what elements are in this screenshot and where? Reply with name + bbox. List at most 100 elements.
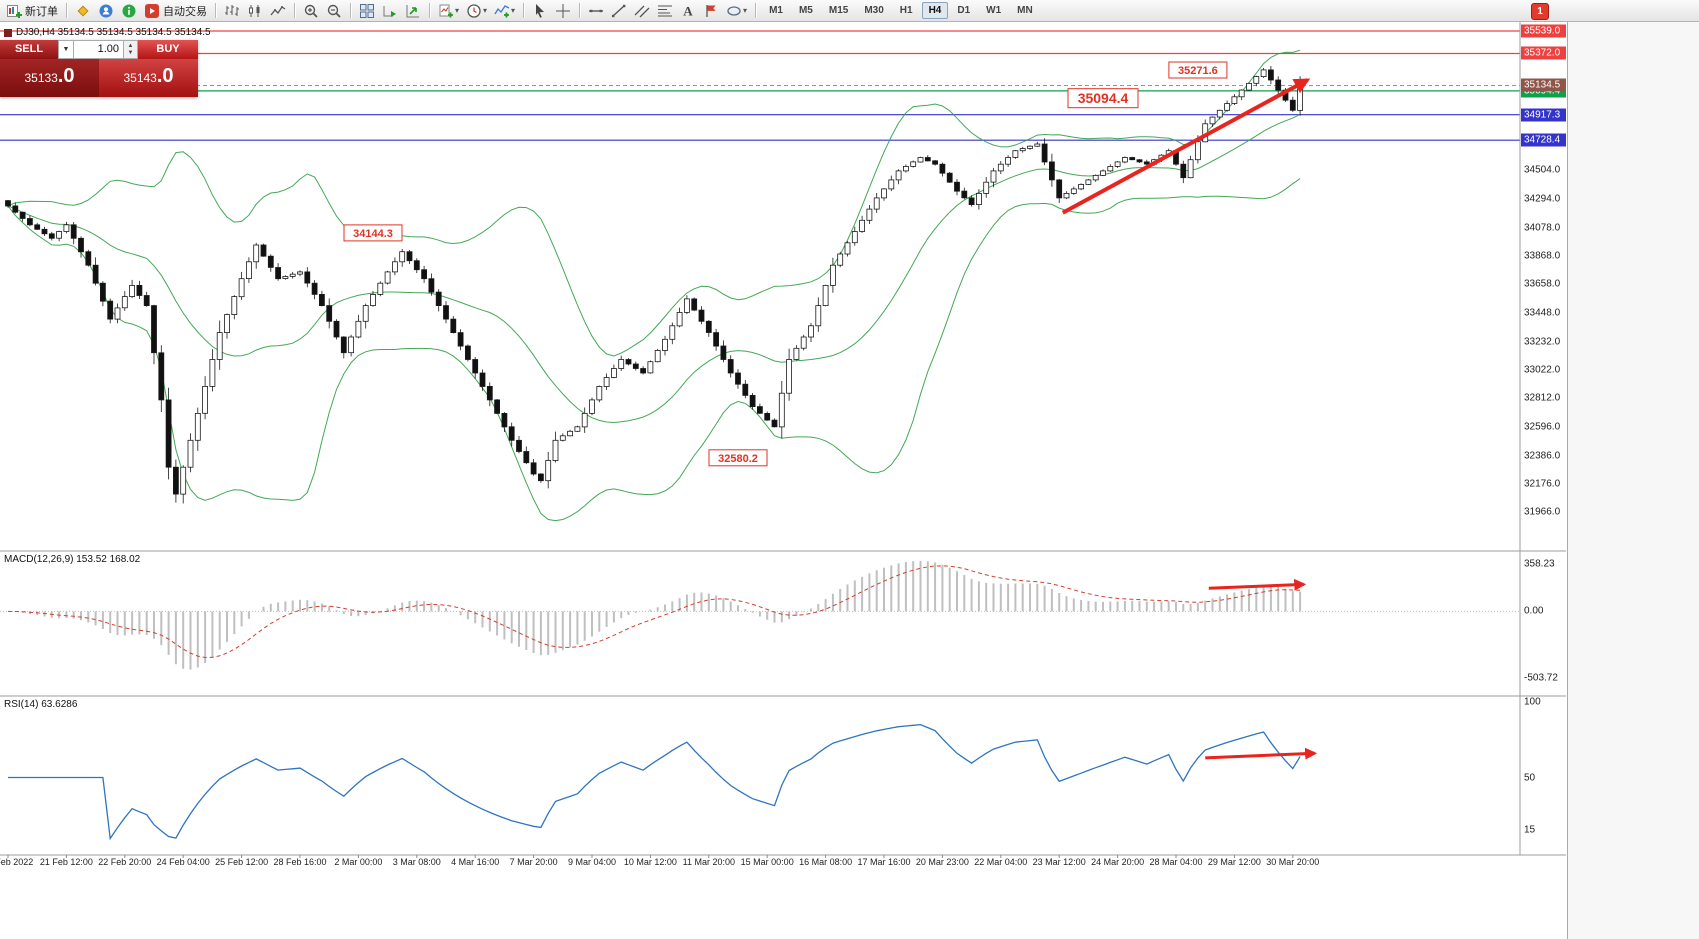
info-button[interactable] [118, 1, 140, 20]
price-axis-tick: 32812.0 [1524, 392, 1561, 404]
candlestick-mode-button[interactable] [244, 1, 266, 20]
stepper-down-icon: ▼ [127, 49, 134, 56]
volume-dropdown[interactable]: ▼ [58, 40, 74, 59]
time-axis-label: 7 Mar 20:00 [509, 857, 558, 867]
new-chart-button[interactable]: ▾ [435, 1, 462, 20]
toolbar-separator [294, 3, 296, 18]
timeframe-h1-button[interactable]: H1 [899, 5, 913, 16]
volume-stepper[interactable]: ▲ ▼ [124, 40, 138, 59]
horizontal-line-tool-icon [588, 3, 604, 19]
text-tool-button[interactable]: A [677, 1, 699, 20]
text-tool-icon: A [680, 3, 696, 19]
time-axis[interactable]: 21 Feb 2022 21 Feb 12:00 22 Feb 20:00 24 Fe… [0, 856, 1520, 871]
price-axis-tick: 33232.0 [1524, 336, 1561, 348]
price-axis-tick: 32596.0 [1524, 421, 1561, 433]
buy-price[interactable]: 35143.0 [99, 59, 198, 97]
time-axis-label: 17 Mar 16:00 [857, 857, 911, 867]
timeframe-m15-button[interactable]: M15 [828, 5, 849, 16]
alerts-badge[interactable]: 1 [1531, 3, 1549, 20]
time-axis-label: 16 Mar 08:00 [799, 857, 853, 867]
price-axis-tick: 33448.0 [1524, 307, 1561, 319]
chart-shift-button[interactable] [402, 1, 424, 20]
auto-trading-label: 自动交易 [163, 5, 207, 18]
horizontal-line-tool-button[interactable] [585, 1, 607, 20]
zoom-in-icon [303, 3, 319, 19]
timeframe-h4-button[interactable]: H4 [921, 2, 949, 19]
sell-price[interactable]: 35133.0 [0, 59, 99, 97]
time-axis-label: 28 Mar 04:00 [1149, 857, 1203, 867]
timeframe-d1-button[interactable]: D1 [957, 5, 971, 16]
shapes-tool-icon [726, 3, 742, 19]
time-axis-label: 22 Mar 04:00 [974, 857, 1028, 867]
timeframe-m30-button[interactable]: M30 [864, 5, 884, 16]
auto-scroll-button[interactable] [379, 1, 401, 20]
new-order-button[interactable]: 新订单 [3, 1, 61, 20]
buy-price-main: 35143 [123, 71, 157, 85]
bar-chart-mode-button[interactable] [221, 1, 243, 20]
price-axis-tick: 34504.0 [1524, 164, 1561, 176]
zoom-out-button[interactable] [323, 1, 345, 20]
mql5-community-button[interactable] [72, 1, 94, 20]
line-chart-mode-icon [270, 3, 286, 19]
time-axis-label: 28 Feb 16:00 [273, 857, 327, 867]
toolbar: 新订单 自动交易 ▾ ▾ ▾ A ▾ M1 M5 M15 M30 H1 H4 D1 W1 MN [0, 0, 1699, 22]
macd-axis-tick: 0.00 [1524, 605, 1544, 617]
mql5-community-icon [75, 3, 91, 19]
toolbar-separator [66, 3, 68, 18]
info-icon [121, 3, 137, 19]
time-axis-label: 2 Mar 00:00 [334, 857, 383, 867]
auto-trading-icon [144, 3, 160, 19]
label-tool-button[interactable] [700, 1, 722, 20]
buy-button[interactable]: BUY [138, 40, 198, 59]
price-axis-tick: 31966.0 [1524, 506, 1561, 518]
macd-axis-tick: 358.23 [1524, 558, 1555, 570]
zoom-in-button[interactable] [300, 1, 322, 20]
time-axis-label: 23 Mar 12:00 [1032, 857, 1086, 867]
timeframe-w1-button[interactable]: W1 [986, 5, 1002, 16]
trendline-tool-icon [611, 3, 627, 19]
trendline-tool-button[interactable] [608, 1, 630, 20]
toolbar-separator [523, 3, 526, 18]
chart-window-icon [4, 29, 12, 37]
sell-button[interactable]: SELL [0, 40, 58, 59]
time-axis-label: 22 Feb 20:00 [98, 857, 152, 867]
shapes-tool-button[interactable]: ▾ [723, 1, 750, 20]
cursor-tool-button[interactable] [529, 1, 551, 20]
label-tool-icon [703, 3, 719, 19]
svg-text:A: A [683, 3, 693, 18]
volume-input[interactable]: 1.00 [74, 40, 124, 59]
time-axis-label: 25 Feb 12:00 [215, 857, 269, 867]
macd-label: MACD(12,26,9) 153.52 168.02 [4, 554, 141, 565]
timeframe-mn-button[interactable]: MN [1017, 5, 1033, 16]
toolbar-separator [215, 3, 217, 18]
tile-windows-icon [359, 3, 375, 19]
timeframe-m5-button[interactable]: M5 [798, 5, 813, 16]
rsi-panel[interactable] [0, 696, 1520, 855]
main-chart-panel[interactable] [0, 22, 1520, 551]
user-profile-button[interactable] [95, 1, 117, 20]
indicators-button[interactable]: ▾ [491, 1, 518, 20]
new-order-label: 新订单 [25, 5, 58, 18]
line-chart-mode-button[interactable] [267, 1, 289, 20]
price-level-label: 35539.0 [1521, 24, 1566, 38]
fibonacci-tool-button[interactable] [654, 1, 676, 20]
chevron-down-icon: ▾ [743, 6, 748, 15]
macd-panel[interactable] [0, 551, 1520, 696]
sell-price-pips: .0 [57, 65, 75, 87]
crosshair-tool-button[interactable] [552, 1, 574, 20]
toolbar-separator [579, 3, 582, 18]
buy-price-pips: .0 [156, 65, 174, 87]
time-axis-label: 24 Mar 20:00 [1091, 857, 1145, 867]
auto-trading-button[interactable]: 自动交易 [141, 1, 210, 20]
symbol-ohlc-line: DJ30,H4 35134.5 35134.5 35134.5 35134.5 [16, 27, 211, 38]
chart-period-button[interactable]: ▾ [463, 1, 490, 20]
price-axis[interactable]: 34504.0 34294.0 34078.0 33868.0 33658.0 33448… [1521, 0, 1566, 939]
toolbar-separator [755, 3, 758, 18]
time-axis-label: 29 Mar 12:00 [1207, 857, 1261, 867]
channel-tool-button[interactable] [631, 1, 653, 20]
rsi-label: RSI(14) 63.6286 [4, 699, 78, 710]
tile-windows-button[interactable] [356, 1, 378, 20]
timeframe-m1-button[interactable]: M1 [769, 5, 783, 16]
chevron-down-icon: ▾ [455, 6, 460, 15]
price-axis-tick: 34294.0 [1524, 193, 1561, 205]
